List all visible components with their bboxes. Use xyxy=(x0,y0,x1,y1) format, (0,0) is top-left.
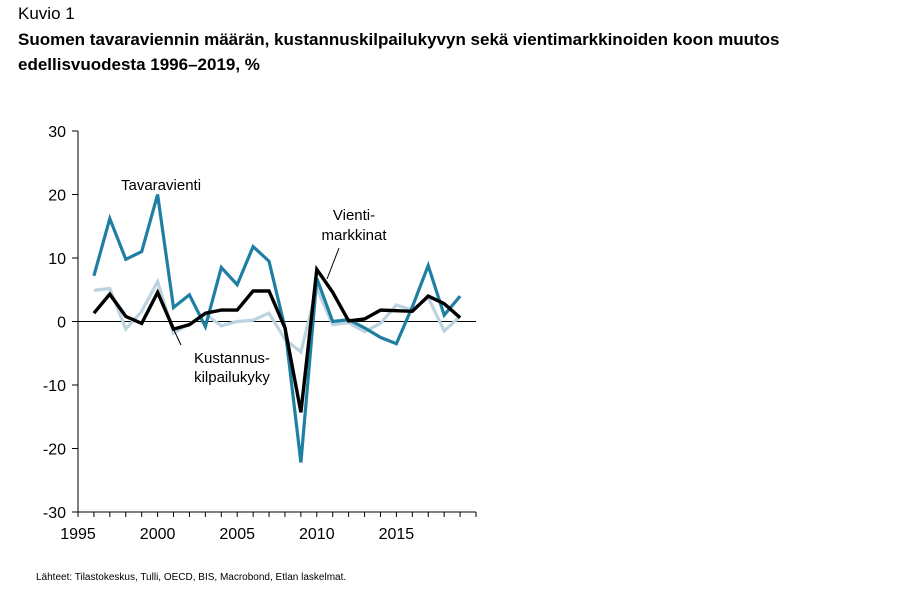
label-vientimarkkinat-2: markkinat xyxy=(321,227,387,244)
series-line-vientimarkkinat xyxy=(92,264,462,413)
label-vientimarkkinat-1: Vienti- xyxy=(333,207,375,224)
y-tick-label: 30 xyxy=(48,124,66,141)
leader-vientimarkkinat xyxy=(326,247,340,280)
x-tick-label: 2015 xyxy=(379,526,415,543)
label-kustannus-1: Kustannus- xyxy=(194,350,270,367)
y-axis-ticks: 30 20 10 0 -10 -20 -30 xyxy=(43,124,78,522)
series-line-tavaravienti xyxy=(92,194,462,463)
x-tick-label: 2005 xyxy=(219,526,255,543)
x-tick-label: 2000 xyxy=(140,526,176,543)
y-tick-label: 0 xyxy=(57,315,66,332)
y-tick-label: 20 xyxy=(48,188,66,205)
y-tick-label: -20 xyxy=(43,442,66,459)
label-tavaravienti: Tavaravienti xyxy=(121,177,201,194)
x-tick-label: 1995 xyxy=(60,526,96,543)
y-tick-label: 10 xyxy=(48,251,66,268)
y-tick-label: -30 xyxy=(43,505,66,522)
x-axis-ticks: 1995 2000 2005 2010 2015 xyxy=(60,512,477,543)
source-note: Lähteet: Tilastokeskus, Tulli, OECD, BIS… xyxy=(36,572,347,583)
x-tick-label: 2010 xyxy=(299,526,335,543)
leader-kustannus xyxy=(171,325,182,346)
label-kustannus-2: kilpailukyky xyxy=(194,369,270,386)
y-tick-label: -10 xyxy=(43,378,66,395)
series-lines xyxy=(92,194,462,463)
chart-title: Suomen tavaraviennin määrän, kustannuski… xyxy=(18,30,780,74)
series-line-kustannuskilpailukyky xyxy=(93,277,462,355)
figure-label: Kuvio 1 xyxy=(18,4,75,23)
